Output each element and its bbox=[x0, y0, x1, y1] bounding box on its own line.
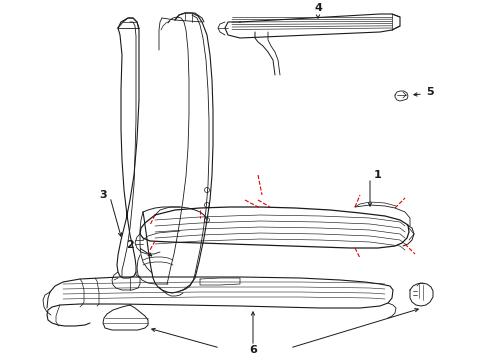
Text: 4: 4 bbox=[313, 3, 321, 13]
Text: 6: 6 bbox=[248, 345, 256, 355]
Text: 2: 2 bbox=[126, 240, 134, 250]
Text: 3: 3 bbox=[99, 190, 106, 200]
Text: 1: 1 bbox=[373, 170, 381, 180]
Text: 5: 5 bbox=[426, 87, 433, 97]
